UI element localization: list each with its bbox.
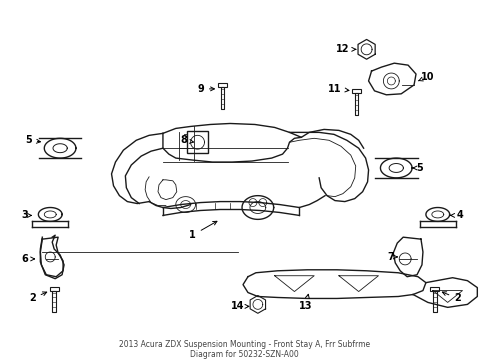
Text: 2: 2 bbox=[442, 292, 460, 303]
Text: 8: 8 bbox=[180, 135, 193, 145]
Text: 7: 7 bbox=[386, 252, 396, 262]
Text: 12: 12 bbox=[335, 44, 355, 54]
Text: 5: 5 bbox=[412, 163, 423, 173]
Text: 9: 9 bbox=[197, 84, 214, 94]
Text: 5: 5 bbox=[25, 135, 41, 145]
Text: 13: 13 bbox=[298, 294, 311, 311]
Text: 6: 6 bbox=[21, 254, 35, 264]
Text: 2013 Acura ZDX Suspension Mounting - Front Stay A, Frr Subfrme
Diagram for 50232: 2013 Acura ZDX Suspension Mounting - Fro… bbox=[119, 340, 369, 359]
Text: 14: 14 bbox=[231, 301, 248, 311]
Text: 11: 11 bbox=[327, 84, 348, 94]
Text: 1: 1 bbox=[189, 221, 217, 240]
Text: 3: 3 bbox=[21, 211, 31, 220]
Text: 10: 10 bbox=[417, 72, 434, 82]
Text: 2: 2 bbox=[29, 292, 47, 303]
Text: 4: 4 bbox=[449, 211, 462, 220]
